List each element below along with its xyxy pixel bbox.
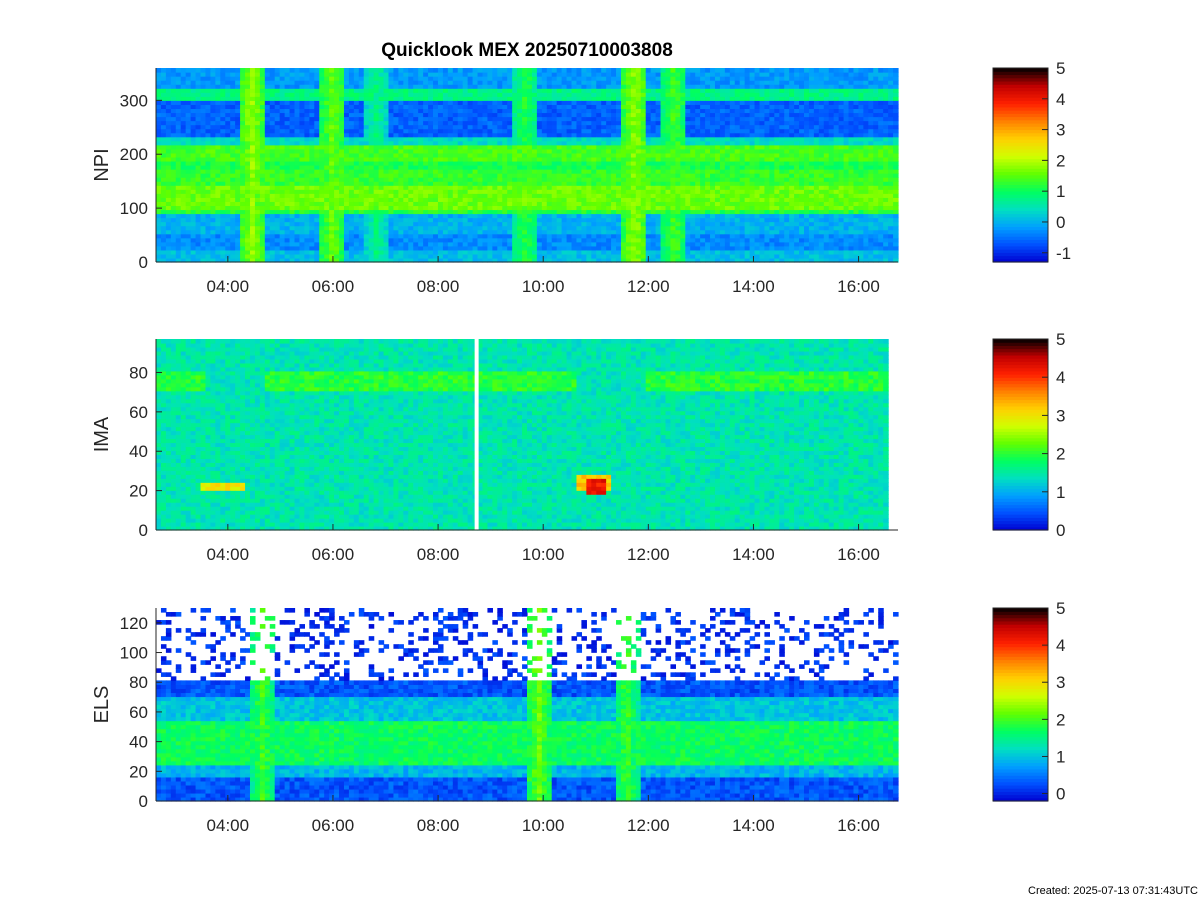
x-tick-label: 08:00 <box>417 816 460 835</box>
x-tick-label: 12:00 <box>627 545 670 564</box>
y-tick-label: 200 <box>120 145 148 164</box>
y-tick-label: 0 <box>139 792 148 811</box>
x-tick-label: 06:00 <box>312 816 355 835</box>
y-tick-label: 40 <box>129 733 148 752</box>
els-colorbar: 0 1 2 3 4 5 <box>992 599 1065 804</box>
colorbar-tick-label: 2 <box>1056 710 1065 729</box>
x-tick-label: 04:00 <box>207 816 250 835</box>
colorbar-tick-label: 3 <box>1056 406 1065 425</box>
colorbar-tick-label: 0 <box>1056 213 1065 232</box>
y-tick-label: 0 <box>139 253 148 272</box>
x-tick-label: 06:00 <box>312 277 355 296</box>
y-tick-label: 80 <box>129 363 148 382</box>
colorbar-tick-label: 4 <box>1056 368 1065 387</box>
colorbar-tick-label: 5 <box>1056 599 1065 618</box>
colorbar-tick-label: 2 <box>1056 445 1065 464</box>
x-tick-label: 04:00 <box>207 545 250 564</box>
y-tick-label: 100 <box>120 199 148 218</box>
x-tick-label: 16:00 <box>837 545 880 564</box>
x-tick-label: 08:00 <box>417 545 460 564</box>
y-tick-label: 80 <box>129 673 148 692</box>
created-timestamp: Created: 2025-07-13 07:31:43UTC <box>1028 885 1198 897</box>
y-tick-label: 60 <box>129 403 148 422</box>
els-ylabel: ELS <box>91 686 113 724</box>
colorbar-tick-label: 5 <box>1056 330 1065 349</box>
x-tick-label: 10:00 <box>522 545 565 564</box>
y-tick-label: 300 <box>120 91 148 110</box>
x-tick-label: 14:00 <box>732 545 775 564</box>
ima-colorbar: 0 1 2 3 4 5 <box>992 330 1065 540</box>
els-heatmap <box>156 608 899 802</box>
x-tick-label: 08:00 <box>417 277 460 296</box>
data-gap <box>474 339 479 530</box>
x-tick-label: 10:00 <box>522 816 565 835</box>
npi-ylabel: NPI <box>91 148 113 181</box>
x-tick-label: 12:00 <box>627 277 670 296</box>
colorbar-tick-label: 1 <box>1056 483 1065 502</box>
figure-title: Quicklook MEX 20250710003808 <box>381 40 673 61</box>
colorbar-tick-label: 3 <box>1056 673 1065 692</box>
colorbar-tick-label: 2 <box>1056 151 1065 170</box>
npi-heatmap <box>156 68 899 263</box>
npi-colorbar: -1 0 1 2 3 4 5 <box>992 59 1071 263</box>
colorbar-tick-label: 4 <box>1056 90 1065 109</box>
y-tick-label: 20 <box>129 482 148 501</box>
colorbar-tick-label: -1 <box>1056 244 1071 263</box>
y-tick-label: 60 <box>129 703 148 722</box>
y-tick-label: 100 <box>120 644 148 663</box>
colorbar-tick-label: 1 <box>1056 747 1065 766</box>
colorbar-tick-label: 0 <box>1056 521 1065 540</box>
colorbar-tick-label: 0 <box>1056 785 1065 804</box>
panel-npi: 0 100 200 300 04:00 06:00 08:00 10:00 12:00 14:00… <box>91 59 1071 296</box>
y-tick-label: 20 <box>129 762 148 781</box>
x-tick-label: 14:00 <box>732 816 775 835</box>
y-tick-label: 40 <box>129 442 148 461</box>
ima-heatmap <box>156 339 889 531</box>
colorbar-tick-label: 4 <box>1056 636 1065 655</box>
y-tick-label: 0 <box>139 521 148 540</box>
colorbar-tick-label: 3 <box>1056 121 1065 140</box>
x-tick-label: 16:00 <box>837 816 880 835</box>
x-tick-label: 16:00 <box>837 277 880 296</box>
x-tick-label: 04:00 <box>207 277 250 296</box>
ima-ylabel: IMA <box>91 416 113 452</box>
x-tick-label: 14:00 <box>732 277 775 296</box>
colorbar-tick-label: 1 <box>1056 182 1065 201</box>
colorbar-tick-label: 5 <box>1056 59 1065 78</box>
x-tick-label: 10:00 <box>522 277 565 296</box>
x-tick-label: 06:00 <box>312 545 355 564</box>
x-tick-label: 12:00 <box>627 816 670 835</box>
y-tick-label: 120 <box>120 614 148 633</box>
